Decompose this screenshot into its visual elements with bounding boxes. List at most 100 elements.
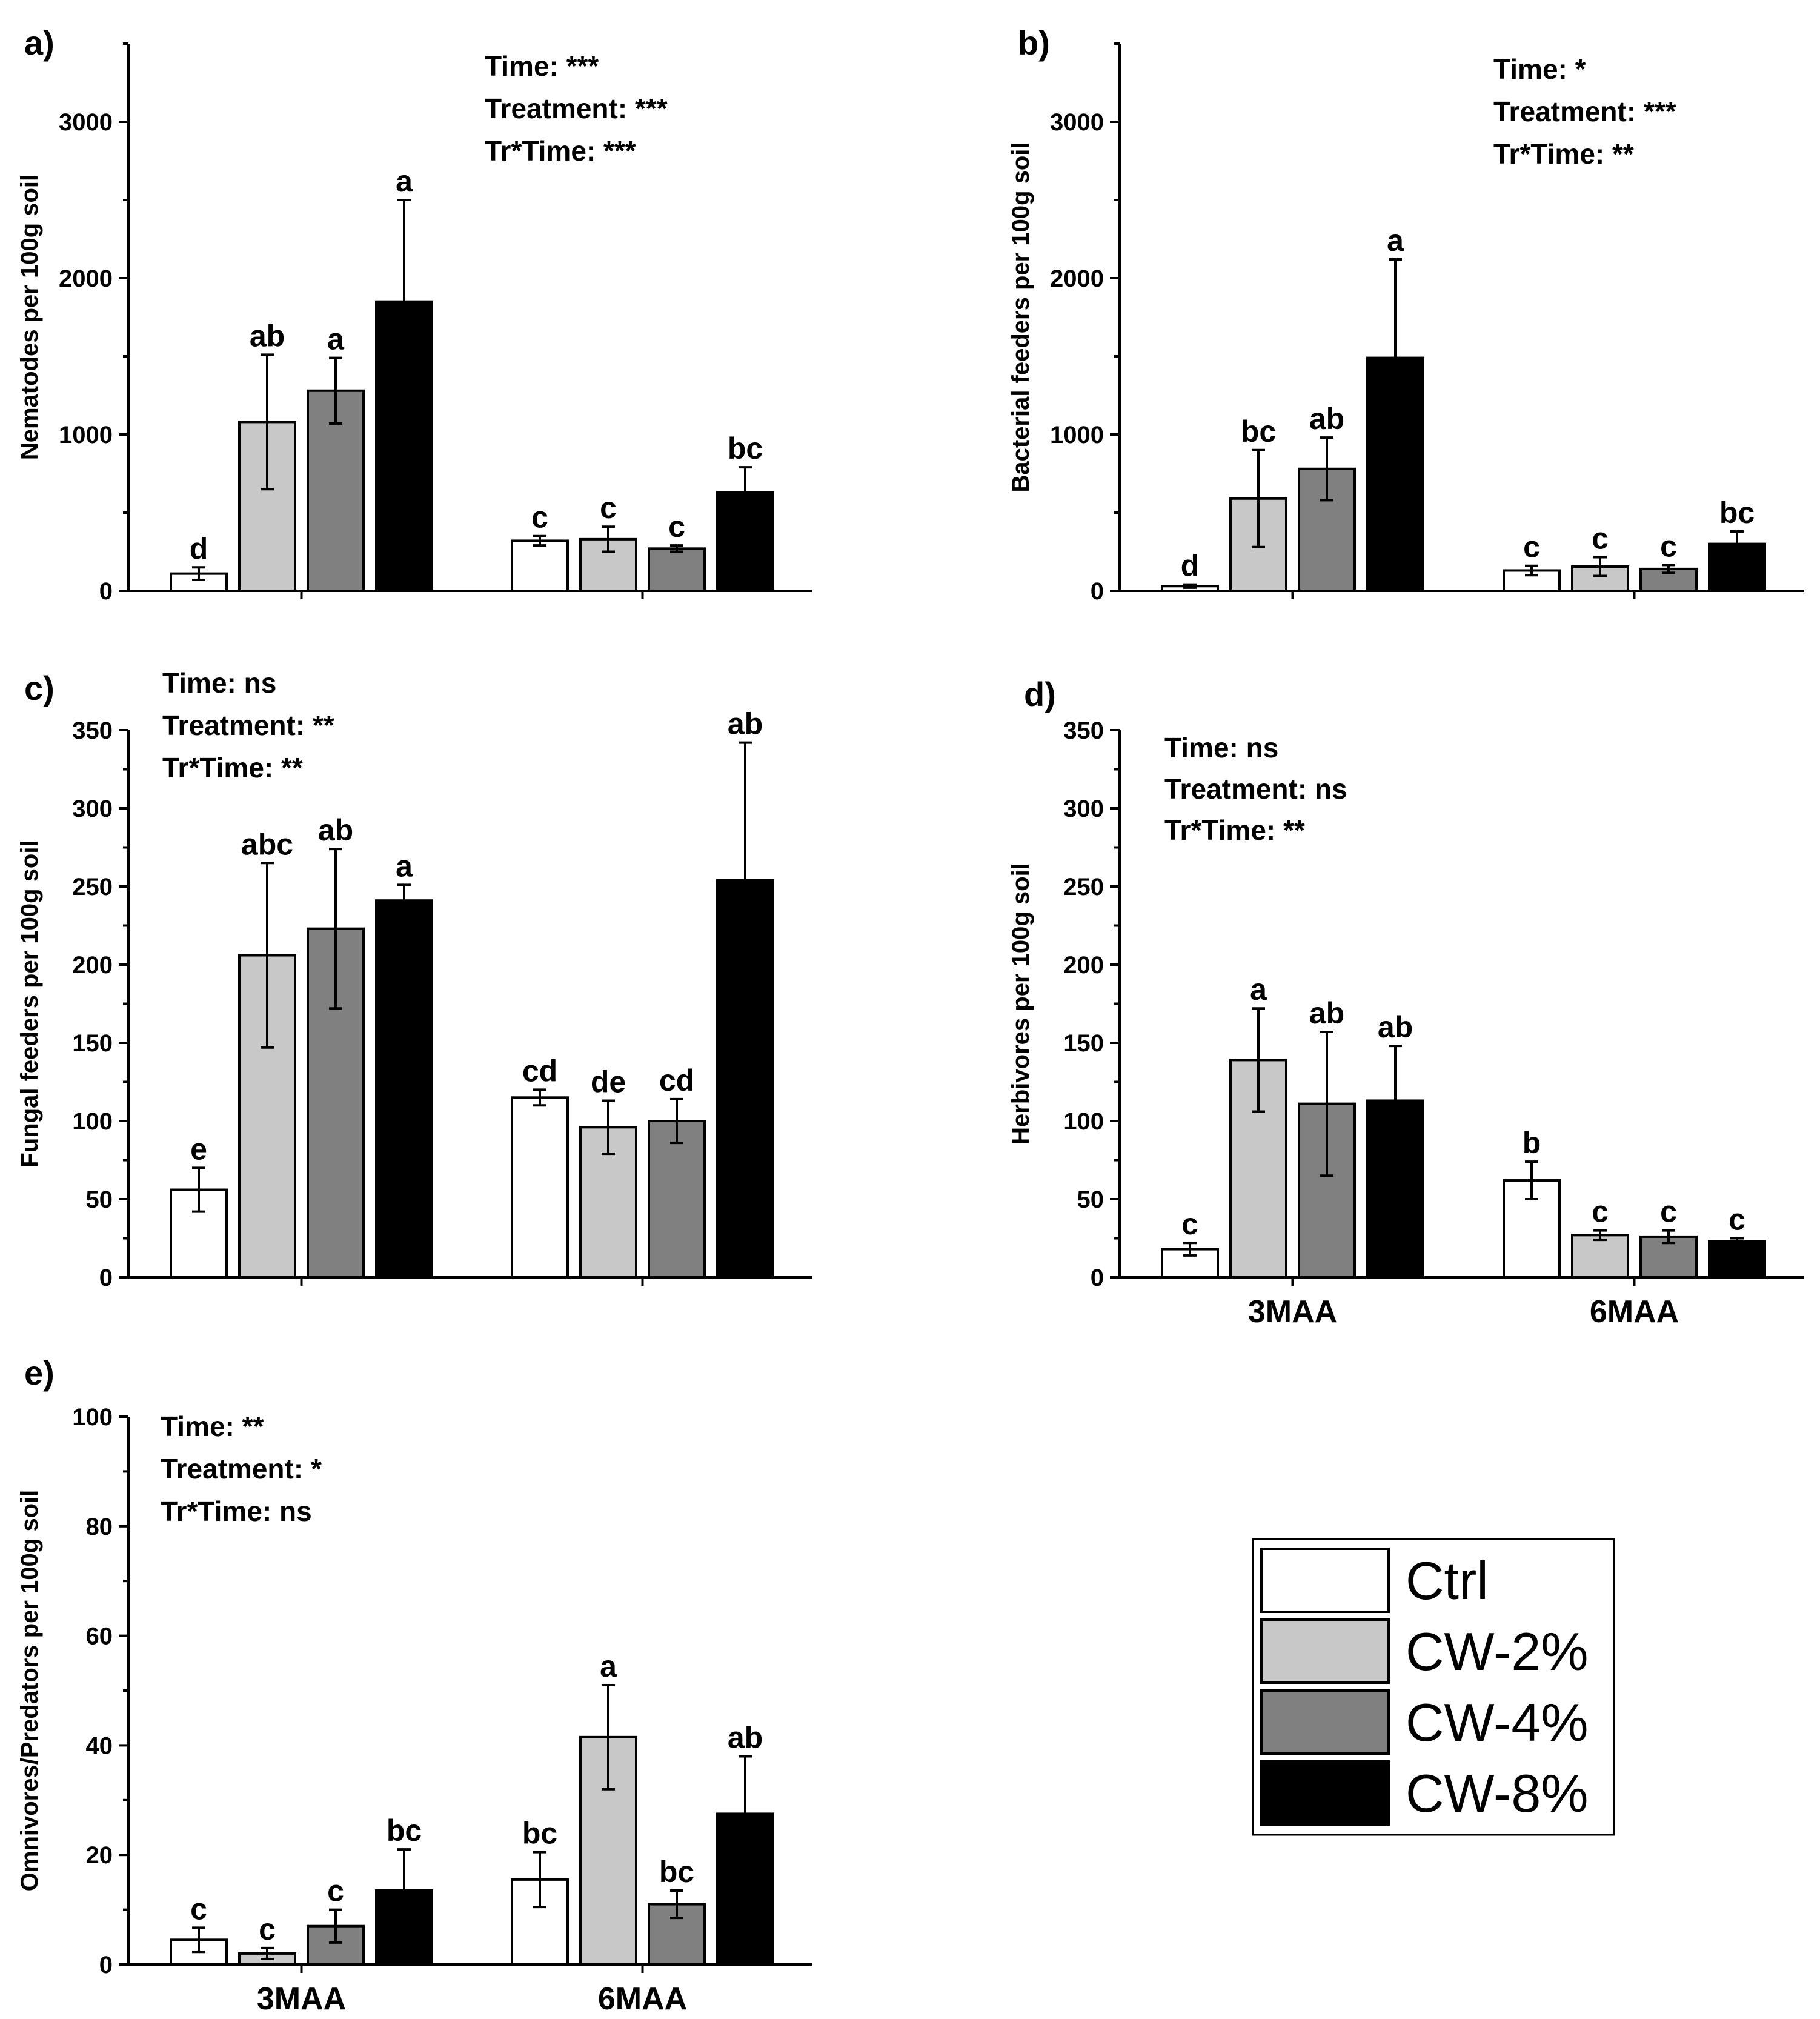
significance-letter: bc <box>1241 414 1276 448</box>
stats-annotation: Time: *** <box>485 50 599 82</box>
significance-letter: de <box>591 1065 626 1099</box>
significance-letter: c <box>190 1892 207 1926</box>
y-tick-label: 150 <box>72 1030 113 1057</box>
legend-label: CW-8% <box>1406 1763 1589 1823</box>
y-tick-label: 250 <box>1063 874 1104 900</box>
y-tick-label: 2000 <box>59 265 113 292</box>
y-tick-label: 80 <box>86 1514 113 1540</box>
chart-panel-a: 0 1000 2000 3000 Nematodes per 100g soil a) Ti… <box>16 24 812 605</box>
bar-cw-8pct-6maa <box>1708 1240 1766 1279</box>
significance-letter: c <box>1592 1195 1609 1229</box>
legend-swatch <box>1260 1760 1390 1826</box>
x-category-label: 6MAA <box>598 1981 687 2017</box>
y-tick-label: 100 <box>72 1404 113 1431</box>
significance-letter: a <box>1250 973 1267 1006</box>
chart-panel-c: 0 50 100 150 200 250 300 350 Fungal feeders per … <box>16 667 812 1291</box>
significance-letter: a <box>396 849 413 883</box>
y-tick-label: 60 <box>86 1623 113 1650</box>
panel-label: c) <box>24 669 55 707</box>
significance-letter: d <box>1181 549 1200 583</box>
y-tick-label: 3000 <box>59 109 113 136</box>
significance-letter: bc <box>387 1814 422 1848</box>
y-tick-label: 1000 <box>59 422 113 448</box>
significance-letter: d <box>190 531 208 565</box>
stats-annotation: Treatment: * <box>161 1453 322 1485</box>
y-tick-label: 0 <box>99 1265 113 1291</box>
significance-letter: a <box>600 1649 617 1683</box>
significance-letter: c <box>531 501 548 534</box>
y-axis-title: Omnivores/Predators per 100g soil <box>16 1490 43 1891</box>
significance-letter: bc <box>659 1855 694 1889</box>
bar-ctrl-6maa <box>511 539 569 592</box>
y-tick-label: 40 <box>86 1732 113 1759</box>
significance-letter: ab <box>728 1720 763 1754</box>
significance-letter: bc <box>522 1817 557 1851</box>
stats-annotation: Time: * <box>1493 53 1586 85</box>
y-axis-title: Nematodes per 100g soil <box>16 175 43 460</box>
significance-letter: e <box>190 1132 207 1166</box>
significance-letter: ab <box>318 813 353 847</box>
y-tick-label: 350 <box>72 717 113 744</box>
legend-label: Ctrl <box>1406 1551 1489 1611</box>
panel-label: a) <box>24 24 55 62</box>
y-tick-label: 20 <box>86 1842 113 1869</box>
significance-letter: c <box>1523 530 1540 564</box>
legend: Ctrl CW-2% CW-4% CW-8% <box>1252 1538 1615 1836</box>
stats-annotation: Tr*Time: ** <box>162 752 303 783</box>
significance-letter: a <box>1387 224 1404 258</box>
x-category-label: 3MAA <box>1248 1294 1337 1329</box>
panel-label: d) <box>1024 675 1056 713</box>
y-axis-title: Bacterial feeders per 100g soil <box>1008 142 1034 492</box>
significance-letter: ab <box>250 319 285 353</box>
significance-letter: ab <box>728 707 763 741</box>
significance-letter: c <box>600 491 617 525</box>
significance-letter: c <box>1181 1207 1198 1241</box>
legend-swatch <box>1260 1548 1390 1613</box>
y-tick-label: 150 <box>1063 1030 1104 1057</box>
significance-letter: c <box>1592 522 1609 556</box>
significance-letter: ab <box>1309 402 1344 436</box>
chart-panel-b: 0 1000 2000 3000 Bacterial feeders per 100g … <box>1008 24 1804 605</box>
bar-ctrl-6maa <box>511 1096 569 1279</box>
chart-panel-d: 0 50 100 150 200 250 300 350 3MAA 6MAA Herbivores … <box>1008 675 1804 1329</box>
significance-letter: bc <box>1719 496 1755 530</box>
significance-letter: c <box>1729 1203 1745 1237</box>
bar-ctrl-3maa <box>170 1188 228 1279</box>
stats-annotation: Tr*Time: *** <box>485 135 636 167</box>
stats-annotation: Treatment: ** <box>162 710 334 741</box>
stats-annotation: Time: ** <box>161 1411 264 1442</box>
chart-panel-e: 0 20 40 60 80 100 3MAA 6MAA Omnivores/Predators … <box>16 1354 812 2017</box>
significance-letter: c <box>259 1912 276 1946</box>
x-category-label: 3MAA <box>257 1981 346 2017</box>
panel-label: b) <box>1018 24 1050 62</box>
significance-letter: c <box>668 510 685 544</box>
significance-letter: ab <box>1309 996 1344 1030</box>
y-tick-label: 3000 <box>1050 109 1104 136</box>
y-tick-label: 0 <box>99 578 113 605</box>
legend-swatch <box>1260 1689 1390 1755</box>
y-tick-label: 100 <box>72 1108 113 1135</box>
bar-cw-4pct-6maa <box>648 547 706 593</box>
y-axis-title: Fungal feeders per 100g soil <box>16 840 43 1167</box>
y-tick-label: 2000 <box>1050 265 1104 292</box>
y-tick-label: 200 <box>1063 952 1104 979</box>
stats-annotation: Treatment: ns <box>1164 773 1347 805</box>
y-axis-title: Herbivores per 100g soil <box>1008 863 1034 1145</box>
x-category-label: 6MAA <box>1590 1294 1679 1329</box>
y-tick-label: 200 <box>72 952 113 979</box>
significance-letter: b <box>1523 1126 1541 1160</box>
bar-cw-4pct-6maa <box>648 1120 706 1279</box>
stats-annotation: Tr*Time: ** <box>1164 814 1305 846</box>
stats-annotation: Treatment: *** <box>485 93 668 124</box>
y-tick-label: 300 <box>72 796 113 822</box>
significance-letter: abc <box>241 827 293 861</box>
significance-letter: c <box>327 1874 344 1908</box>
legend-label: CW-4% <box>1406 1692 1589 1752</box>
y-tick-label: 0 <box>1091 578 1104 605</box>
significance-letter: a <box>396 164 413 198</box>
y-tick-label: 300 <box>1063 796 1104 822</box>
significance-letter: ab <box>1378 1010 1413 1044</box>
y-tick-label: 0 <box>1091 1265 1104 1291</box>
legend-swatch <box>1260 1618 1390 1684</box>
